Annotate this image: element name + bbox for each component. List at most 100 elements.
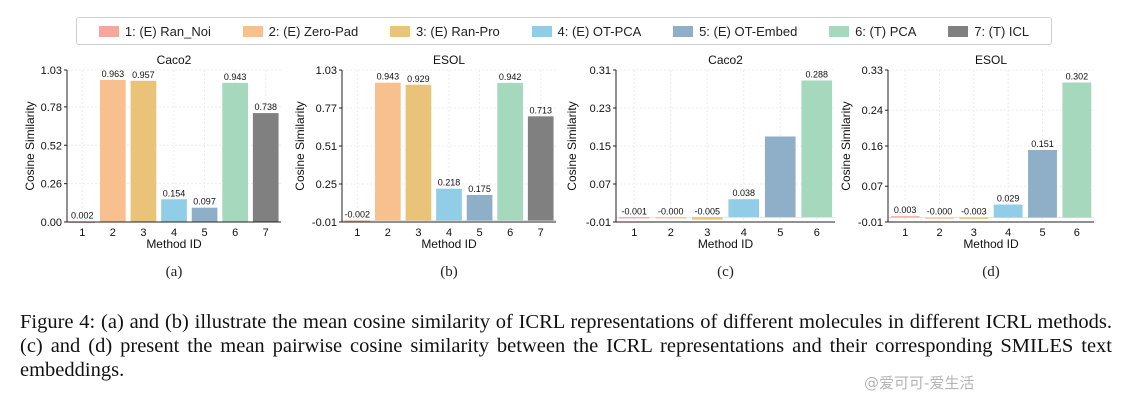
y-axis-label: Cosine Similarity: [23, 101, 37, 190]
legend-swatch: [673, 25, 694, 37]
subfigure-label: (d): [982, 264, 1000, 280]
bar: [527, 116, 554, 221]
bar: [466, 194, 493, 221]
data-label: 0.963: [102, 69, 125, 79]
data-label: 0.713: [529, 105, 552, 115]
figure-caption: Figure 4: (a) and (b) illustrate the mea…: [20, 311, 1112, 381]
legend-swatch: [242, 25, 263, 37]
bar: [959, 217, 989, 219]
y-tick-label: 0.51: [316, 141, 337, 153]
x-tick-label: 2: [385, 227, 391, 239]
x-tick-label: 3: [971, 227, 977, 239]
bar: [764, 136, 796, 218]
y-axis-label: Cosine Similarity: [565, 101, 579, 190]
data-label: -0.000: [927, 207, 953, 217]
x-tick-label: 4: [741, 227, 747, 239]
data-label: 0.957: [132, 70, 155, 80]
data-label: -0.002: [345, 210, 371, 220]
legend-label: 4: (E) OT-PCA: [557, 23, 642, 39]
bar: [1062, 82, 1092, 218]
x-tick-label: 7: [263, 227, 269, 239]
data-label: -0.000: [658, 206, 684, 216]
data-label: -0.003: [961, 207, 987, 217]
bar: [100, 79, 126, 222]
x-tick-label: 4: [171, 227, 177, 239]
chart-1: 0.002 1 0.963 2 0.957 3 0.154 4 0.097 5 0.943 6 0.73…: [23, 53, 281, 280]
data-label: 0.929: [407, 74, 430, 84]
x-axis-label: Method ID: [963, 237, 1019, 251]
x-axis-label: Method ID: [146, 237, 202, 251]
chart-2: -0.002 1 0.943 2 0.929 3 0.218 4 0.175 5 0.942 6 0.7…: [293, 53, 556, 280]
legend-item: 7: (T) ICL: [948, 24, 1029, 39]
legend-swatch: [389, 25, 410, 37]
x-tick-label: 2: [936, 227, 942, 239]
y-tick-label: -0.01: [312, 217, 337, 229]
bar: [405, 84, 432, 221]
x-tick-label: 1: [631, 227, 637, 239]
chart-title: ESOL: [975, 53, 1007, 67]
x-tick-label: 5: [777, 227, 783, 239]
legend-item: 2: (E) Zero-Pad: [242, 23, 359, 39]
x-tick-label: 6: [1074, 227, 1080, 239]
watermark: @爱可可-爱生活: [864, 374, 975, 392]
legend-swatch: [98, 25, 119, 37]
chart-4: 0.003 1 -0.000 2 -0.003 3 0.029 4 0.151 5 0.302 6 -0…: [839, 53, 1094, 280]
legend-label: 2: (E) Zero-Pad: [268, 23, 359, 39]
chart-3: -0.001 1 -0.000 2 -0.005 3 0.038 4 5 0.288 6 -0.01 0…: [565, 53, 835, 280]
bar: [691, 217, 723, 220]
data-label: 0.151: [1031, 139, 1054, 149]
bar: [1028, 150, 1057, 218]
data-label: 0.175: [468, 184, 491, 194]
y-axis-label: Cosine Similarity: [293, 101, 307, 190]
data-label: 0.302: [1066, 72, 1089, 82]
bar: [161, 199, 187, 222]
y-tick-label: 0.52: [41, 140, 62, 152]
data-label: 0.003: [894, 205, 917, 215]
legend-item: 1: (E) Ran_Noi: [98, 24, 211, 39]
legend-swatch: [531, 25, 552, 37]
y-tick-label: -0.01: [586, 217, 611, 229]
y-tick-label: 0.77: [316, 103, 337, 115]
x-tick-label: 5: [202, 227, 208, 239]
legend-item: 6: (T) PCA: [829, 24, 916, 39]
y-tick-label: 0.07: [862, 181, 883, 193]
data-label: 0.154: [163, 188, 186, 198]
data-label: 0.097: [193, 197, 216, 207]
y-tick-label: 0.31: [590, 65, 611, 77]
bar: [436, 188, 462, 221]
x-tick-label: 3: [704, 227, 710, 239]
bar: [222, 82, 248, 222]
chart-title: Caco2: [708, 53, 743, 67]
legend-item: 3: (E) Ran-Pro: [389, 24, 500, 39]
bar: [618, 217, 650, 219]
x-tick-label: 4: [446, 227, 452, 239]
data-label: 0.029: [997, 194, 1020, 204]
bar: [497, 82, 523, 221]
data-label: 0.943: [224, 72, 247, 82]
data-label: 0.218: [438, 178, 461, 188]
x-tick-label: 6: [814, 227, 820, 239]
x-tick-label: 1: [354, 227, 360, 239]
x-tick-label: 3: [415, 227, 421, 239]
chart-title: ESOL: [433, 53, 465, 67]
y-tick-label: 0.26: [41, 179, 62, 191]
x-tick-label: 1: [79, 227, 85, 239]
data-label: -0.001: [621, 206, 647, 216]
subfigure-label: (c): [717, 264, 734, 280]
bar: [655, 217, 687, 219]
data-label: 0.038: [732, 188, 755, 198]
legend-label: 6: (T) PCA: [855, 23, 917, 39]
data-label: 0.738: [254, 102, 277, 112]
subfigure-label: (a): [166, 264, 183, 280]
bar: [344, 220, 371, 222]
data-label: -0.005: [694, 206, 720, 216]
legend-swatch: [948, 25, 969, 37]
y-tick-label: 0.00: [41, 217, 62, 229]
bar: [375, 82, 401, 221]
y-tick-label: -0.01: [858, 217, 883, 229]
x-tick-label: 3: [140, 227, 146, 239]
bar: [191, 207, 218, 222]
y-tick-label: 0.16: [862, 141, 883, 153]
x-axis-label: Method ID: [698, 237, 754, 251]
data-label: 0.288: [805, 69, 828, 79]
